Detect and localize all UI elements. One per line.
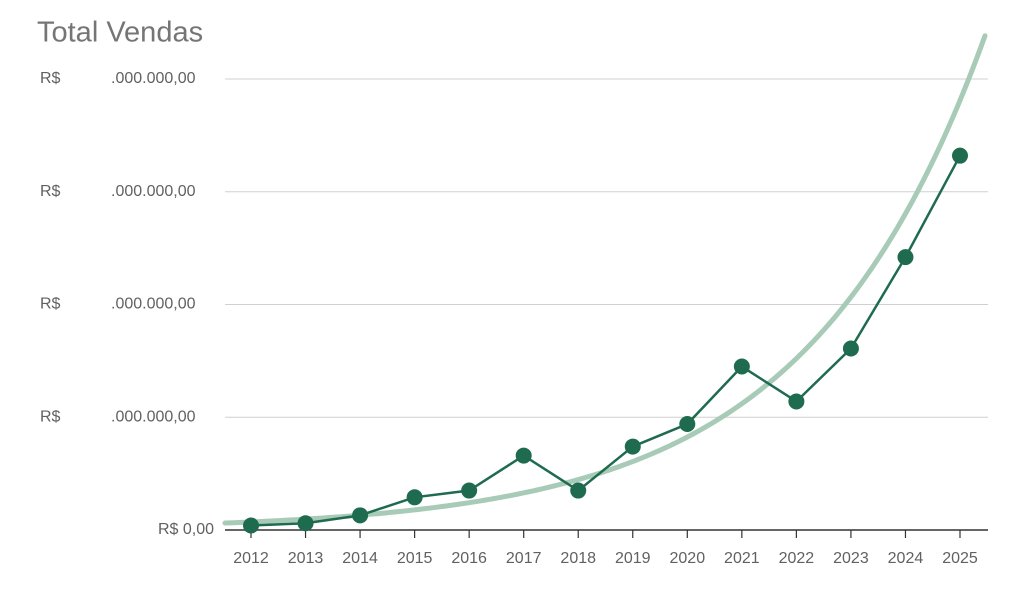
y-tick-label: R$ 0,00 — [158, 521, 214, 538]
x-tick-label: 2021 — [724, 550, 760, 567]
y-tick-label: R$ .000.000,00 — [40, 408, 196, 425]
line — [250, 155, 962, 527]
point — [570, 482, 587, 499]
point — [297, 515, 314, 532]
point — [733, 358, 750, 375]
x-tick-label: 2013 — [288, 550, 324, 567]
point — [842, 340, 859, 357]
x-tick-label: 2018 — [560, 550, 596, 567]
x-tick-label: 2022 — [779, 550, 815, 567]
x-tick-label: 2014 — [342, 550, 378, 567]
point — [897, 249, 914, 266]
point — [515, 447, 532, 464]
x-tick-label: 2020 — [670, 550, 706, 567]
point — [406, 489, 423, 506]
y-tick-label: R$ .000.000,00 — [40, 183, 196, 200]
x-tick-label: 2025 — [942, 550, 978, 567]
x-tick-label: 2017 — [506, 550, 542, 567]
point — [352, 507, 369, 524]
x-tick-label: 2024 — [888, 550, 924, 567]
x-tick-label: 2016 — [451, 550, 487, 567]
y-tick-label: R$ .000.000,00 — [40, 296, 196, 313]
y-tick-label: R$ .000.000,00 — [40, 70, 196, 87]
x-tick-label: 2019 — [615, 550, 651, 567]
x-tick-label: 2015 — [397, 550, 433, 567]
x-tick-label: 2012 — [233, 550, 269, 567]
point — [243, 517, 259, 534]
point — [624, 438, 641, 455]
point — [461, 482, 478, 499]
point — [679, 416, 696, 433]
point — [952, 147, 968, 164]
chart-title: Total Vendas — [37, 17, 203, 49]
trendline — [222, 33, 988, 526]
point — [788, 393, 805, 410]
x-tick-label: 2023 — [833, 550, 869, 567]
